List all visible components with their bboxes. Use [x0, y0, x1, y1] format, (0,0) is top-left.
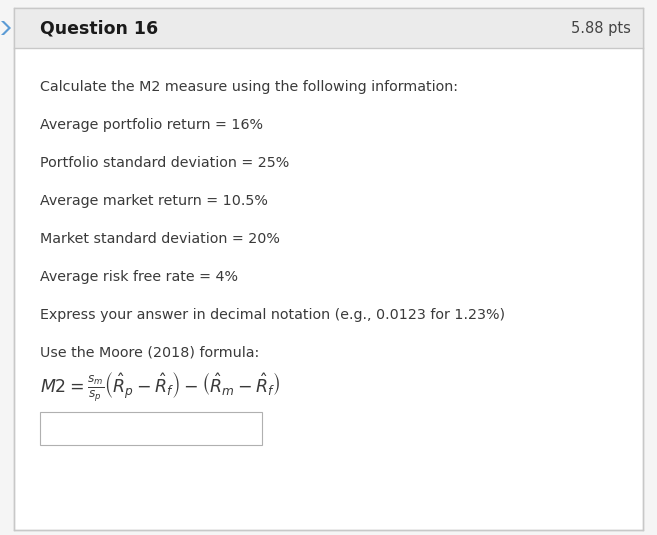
- Text: Average portfolio return = 16%: Average portfolio return = 16%: [40, 118, 263, 132]
- Text: Average market return = 10.5%: Average market return = 10.5%: [40, 194, 268, 208]
- Text: Calculate the M2 measure using the following information:: Calculate the M2 measure using the follo…: [40, 80, 458, 94]
- Polygon shape: [1, 21, 11, 35]
- Text: Question 16: Question 16: [40, 19, 158, 37]
- Text: Portfolio standard deviation = 25%: Portfolio standard deviation = 25%: [40, 156, 289, 170]
- FancyBboxPatch shape: [14, 8, 643, 530]
- FancyBboxPatch shape: [40, 412, 262, 445]
- Text: Market standard deviation = 20%: Market standard deviation = 20%: [40, 232, 280, 246]
- FancyBboxPatch shape: [14, 8, 643, 48]
- Text: 5.88 pts: 5.88 pts: [571, 20, 631, 35]
- Text: $M2 = \frac{s_m}{s_p}\left(\hat{R}_p - \hat{R}_f\right) - \left(\hat{R}_m - \hat: $M2 = \frac{s_m}{s_p}\left(\hat{R}_p - \…: [40, 370, 281, 403]
- Text: Average risk free rate = 4%: Average risk free rate = 4%: [40, 270, 238, 284]
- Text: Use the Moore (2018) formula:: Use the Moore (2018) formula:: [40, 346, 260, 360]
- Text: Express your answer in decimal notation (e.g., 0.0123 for 1.23%): Express your answer in decimal notation …: [40, 308, 505, 322]
